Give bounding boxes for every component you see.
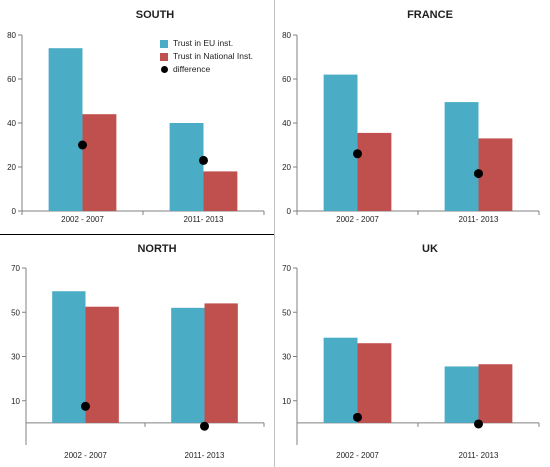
chart-france-y-tick-label: 20 xyxy=(282,163,291,172)
chart-south-svg: SOUTH 0 20 40 60 80 2002 - 2007 2011- 2013 xyxy=(7,9,265,224)
chart-legend: Trust in EU inst. Trust in National Inst… xyxy=(160,37,253,76)
chart-south-y-tick-label: 40 xyxy=(7,119,16,128)
chart-south-point-difference xyxy=(78,140,87,150)
chart-france-category-label: 2011- 2013 xyxy=(459,215,499,224)
legend-swatch-eu xyxy=(160,39,168,48)
chart-france-point-difference xyxy=(474,169,483,179)
legend-item-national: Trust in National Inst. xyxy=(160,50,253,63)
chart-france-bar-eu xyxy=(444,102,479,211)
chart-uk-category-label: 2011- 2013 xyxy=(459,451,499,460)
chart-south-point-difference xyxy=(199,155,208,165)
legend-marker-difference xyxy=(161,66,168,73)
chart-uk-y-tick-label: 10 xyxy=(282,397,291,406)
chart-france-y-tick-label: 0 xyxy=(287,207,292,216)
chart-france-category-label: 2002 - 2007 xyxy=(336,215,379,224)
legend-swatch-national xyxy=(160,52,168,61)
panel-divider-horizontal xyxy=(0,234,274,235)
chart-north-y-tick-label: 70 xyxy=(11,264,20,273)
chart-uk-bar-eu xyxy=(444,366,479,423)
legend-label-national: Trust in National Inst. xyxy=(173,51,253,61)
chart-north-bar-national xyxy=(85,306,119,423)
chart-south-y-tick-label: 20 xyxy=(7,163,16,172)
chart-north-category-label: 2002 - 2007 xyxy=(64,451,107,460)
chart-uk-y-tick-label: 70 xyxy=(282,264,291,273)
chart-france-point-difference xyxy=(353,149,362,159)
chart-uk-point-difference xyxy=(353,412,362,422)
chart-uk-category-label: 2002 - 2007 xyxy=(336,451,379,460)
chart-north-title: NORTH xyxy=(137,243,176,255)
chart-uk-bar-national xyxy=(357,343,392,423)
chart-north-y-tick-label: 10 xyxy=(11,397,20,406)
chart-south-bar-national xyxy=(82,114,117,211)
chart-north-bar-national xyxy=(204,303,238,423)
chart-uk-point-difference xyxy=(474,419,483,429)
legend-label-difference: difference xyxy=(173,64,211,74)
chart-uk-title: UK xyxy=(422,243,438,255)
chart-south-category-label: 2002 - 2007 xyxy=(61,215,104,224)
legend-item-eu: Trust in EU inst. xyxy=(160,37,253,50)
chart-north-svg: NORTH 10 30 50 70 2002 - 2007 2011- 2013 xyxy=(11,243,265,460)
chart-south-y-tick-label: 0 xyxy=(12,207,17,216)
legend-item-difference: difference xyxy=(160,63,253,76)
panel-divider-vertical xyxy=(274,0,275,467)
chart-south-bar-eu xyxy=(48,48,83,212)
chart-south: SOUTH 0 20 40 60 80 2002 - 2007 2011- 2013 xyxy=(0,0,274,234)
chart-north-bar-eu xyxy=(171,307,205,423)
chart-south-y-tick-label: 60 xyxy=(7,75,16,84)
chart-north-bar-eu xyxy=(52,291,86,423)
chart-uk-y-tick-label: 30 xyxy=(282,353,291,362)
chart-south-bar-eu xyxy=(169,123,204,211)
chart-north: NORTH 10 30 50 70 2002 - 2007 2011- 2013 xyxy=(0,235,274,467)
chart-uk-bar-eu xyxy=(323,337,358,423)
legend-label-eu: Trust in EU inst. xyxy=(173,38,234,48)
chart-france-title: FRANCE xyxy=(407,9,453,21)
chart-france-y-tick-label: 80 xyxy=(282,31,291,40)
chart-north-y-tick-label: 30 xyxy=(11,353,20,362)
chart-uk: UK 10 30 50 70 2002 - 2007 2011- 2013 xyxy=(275,235,550,467)
chart-uk-y-tick-label: 50 xyxy=(282,308,291,317)
chart-france-bar-eu xyxy=(323,74,358,211)
chart-north-point-difference xyxy=(81,401,90,411)
chart-france-svg: FRANCE 0 20 40 60 80 2002 - 2007 2011- 2013 xyxy=(282,9,540,224)
chart-north-category-label: 2011- 2013 xyxy=(185,451,225,460)
chart-uk-svg: UK 10 30 50 70 2002 - 2007 2011- 2013 xyxy=(282,243,540,460)
chart-france-bar-national xyxy=(478,138,513,211)
chart-north-point-difference xyxy=(200,421,209,431)
chart-south-bar-national xyxy=(203,171,238,211)
chart-south-category-label: 2011- 2013 xyxy=(184,215,224,224)
chart-south-title: SOUTH xyxy=(136,9,175,21)
chart-france: FRANCE 0 20 40 60 80 2002 - 2007 2011- 2013 xyxy=(275,0,550,234)
chart-south-y-tick-label: 80 xyxy=(7,31,16,40)
chart-france-y-tick-label: 60 xyxy=(282,75,291,84)
chart-france-bar-national xyxy=(357,132,392,211)
chart-france-y-tick-label: 40 xyxy=(282,119,291,128)
chart-north-y-tick-label: 50 xyxy=(11,308,20,317)
chart-uk-bar-national xyxy=(478,364,513,423)
